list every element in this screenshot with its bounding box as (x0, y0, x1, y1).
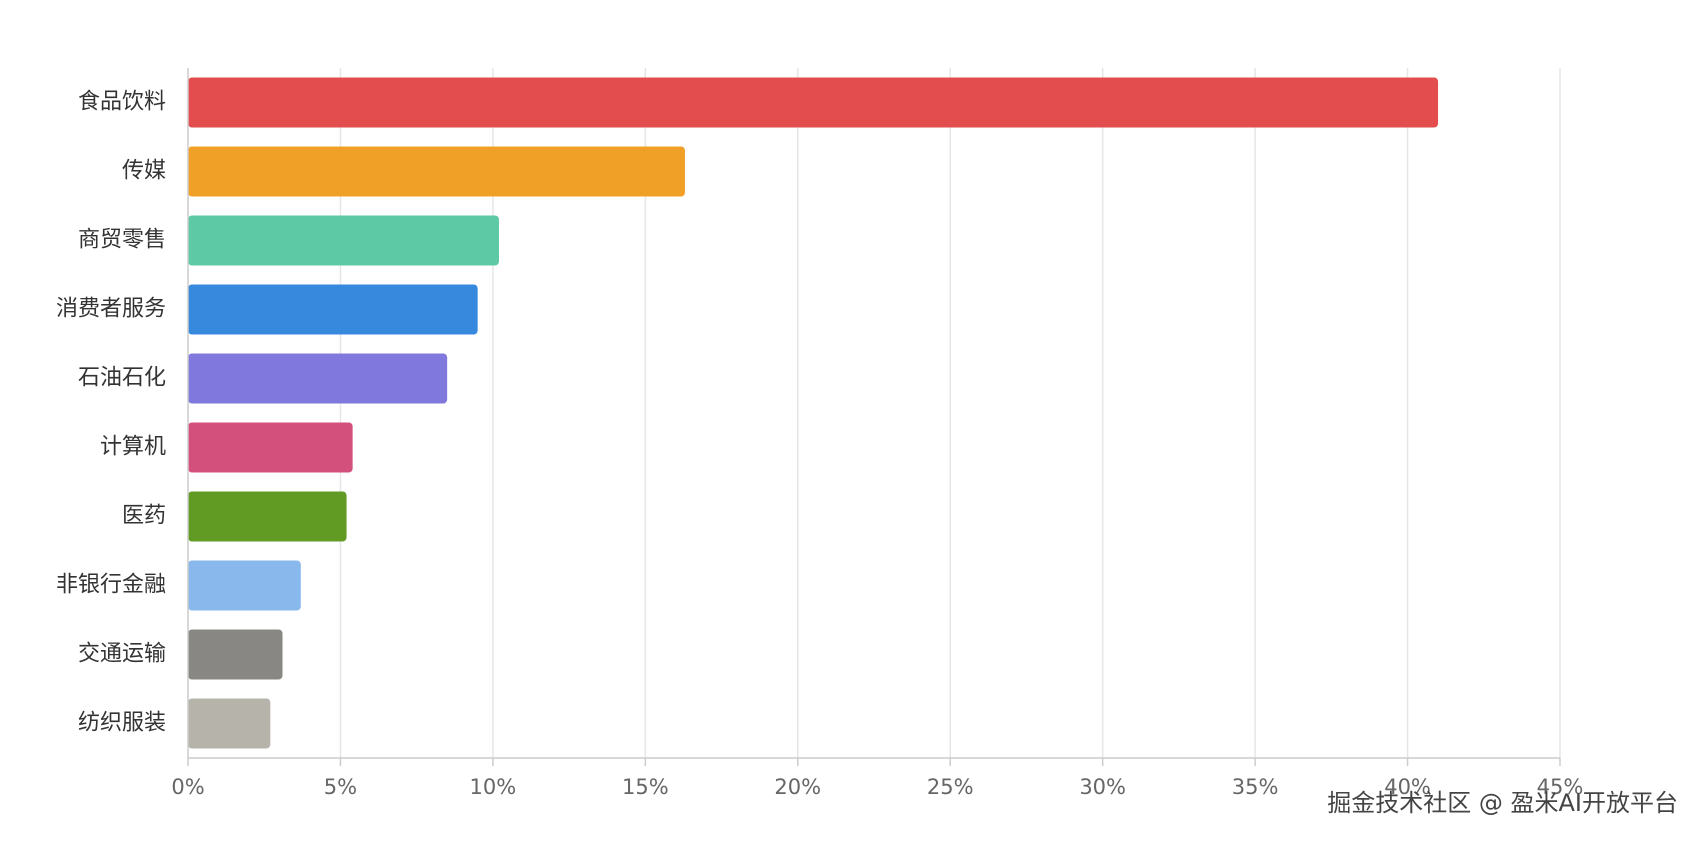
x-tick-label: 35% (1232, 775, 1279, 799)
x-tick-label: 40% (1384, 775, 1431, 799)
x-tick-label: 25% (927, 775, 974, 799)
bar-4[interactable] (188, 284, 478, 335)
bar-6[interactable] (188, 422, 353, 473)
x-tick-label: 20% (774, 775, 821, 799)
category-label: 纺织服装 (78, 711, 166, 736)
category-label: 消费者服务 (56, 297, 166, 322)
bars (188, 77, 1439, 749)
bar-8[interactable] (188, 560, 301, 611)
x-tick-label: 0% (171, 775, 204, 799)
x-tick-label: 30% (1079, 775, 1126, 799)
watermark-text: 掘金技术社区 @ 盈米AI开放平台 (1327, 789, 1678, 817)
bar-2[interactable] (188, 146, 685, 197)
category-label: 交通运输 (78, 642, 166, 667)
category-label: 计算机 (100, 435, 166, 460)
bar-9[interactable] (188, 629, 283, 680)
category-label: 石油石化 (78, 366, 166, 391)
category-label: 食品饮料 (78, 90, 166, 115)
bar-3[interactable] (188, 215, 499, 266)
bar-10[interactable] (188, 698, 271, 749)
category-label: 非银行金融 (56, 573, 166, 598)
x-tick-labels: 0% 5% 10% 15% 20% 25% 30% 35% 40% 45% (171, 775, 1583, 799)
axes (187, 68, 1561, 766)
bar-5[interactable] (188, 353, 448, 404)
bar-1[interactable] (188, 77, 1439, 128)
x-tick-label: 5% (324, 775, 357, 799)
category-label: 商贸零售 (78, 228, 166, 253)
category-label: 医药 (122, 504, 166, 529)
x-tick-label: 15% (622, 775, 669, 799)
bar-7[interactable] (188, 491, 347, 542)
x-tick-label: 45% (1537, 775, 1584, 799)
x-tick-label: 10% (470, 775, 517, 799)
category-label: 传媒 (122, 159, 166, 184)
